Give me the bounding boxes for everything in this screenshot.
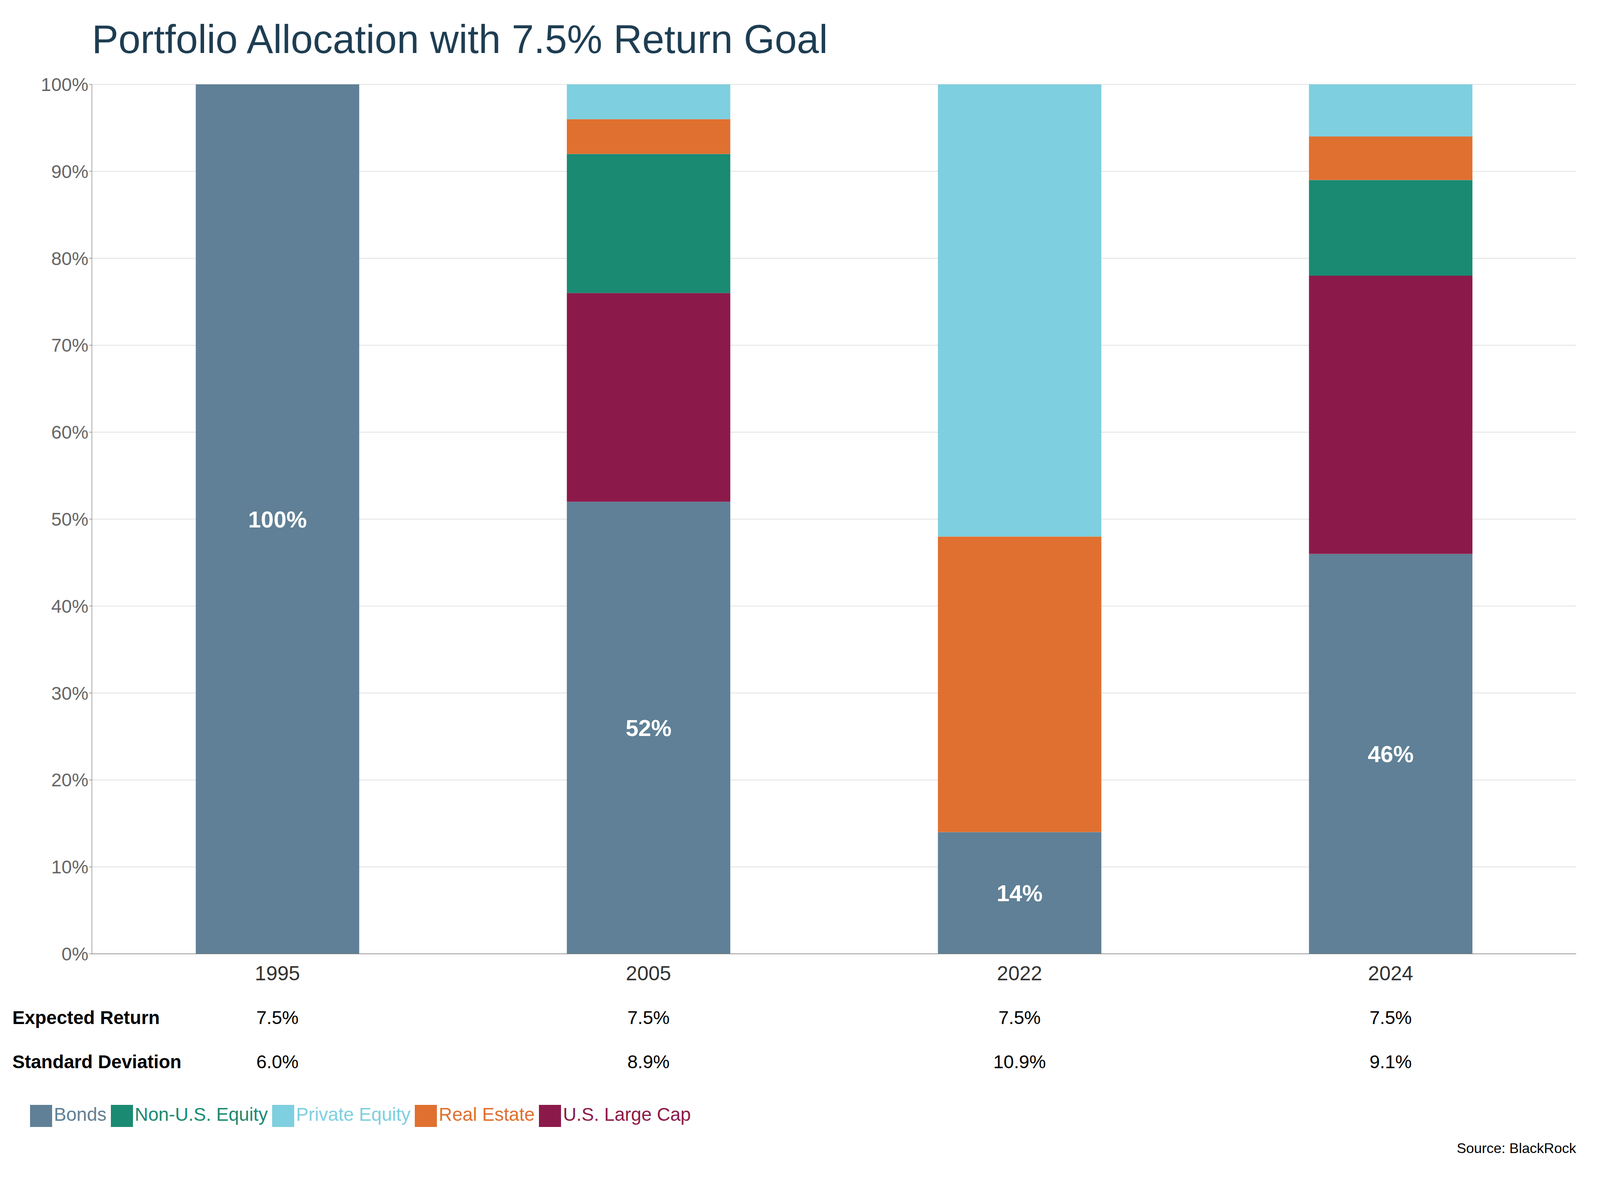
svg-text:40%: 40% xyxy=(51,595,89,617)
svg-text:9.1%: 9.1% xyxy=(1369,1051,1412,1073)
svg-text:Expected Return: Expected Return xyxy=(12,1007,160,1028)
html-text:Private Equity: Private Equity xyxy=(296,1103,411,1125)
html-text:Non-U.S. Equity: Non-U.S. Equity xyxy=(134,1103,268,1125)
svg-text:20%: 20% xyxy=(51,769,89,791)
svg-text:6.0%: 6.0% xyxy=(256,1051,299,1073)
svg-text:100%: 100% xyxy=(41,75,89,95)
svg-text:60%: 60% xyxy=(51,421,89,443)
svg-text:2022: 2022 xyxy=(997,961,1043,985)
html-text:Bonds: Bonds xyxy=(53,1103,107,1125)
html-text:Real Estate: Real Estate xyxy=(438,1103,535,1125)
svg-text:7.5%: 7.5% xyxy=(627,1007,670,1028)
svg-text:Standard Deviation: Standard Deviation xyxy=(12,1051,182,1073)
svg-text:7.5%: 7.5% xyxy=(998,1007,1041,1028)
svg-text:30%: 30% xyxy=(51,682,89,704)
html-text:Source: BlackRock: Source: BlackRock xyxy=(1456,1140,1577,1157)
svg-text:70%: 70% xyxy=(51,334,89,356)
svg-text:14%: 14% xyxy=(996,880,1043,907)
svg-text:50%: 50% xyxy=(51,508,89,530)
svg-text:2005: 2005 xyxy=(625,961,672,985)
svg-text:2024: 2024 xyxy=(1368,961,1414,985)
svg-text:52%: 52% xyxy=(625,715,672,741)
svg-text:7.5%: 7.5% xyxy=(1369,1007,1412,1028)
html-text:U.S. Large Cap: U.S. Large Cap xyxy=(563,1103,691,1125)
html-text:Portfolio Allocation with 7.5%: Portfolio Allocation with 7.5% Return Go… xyxy=(91,17,828,62)
svg-text:1995: 1995 xyxy=(254,961,300,985)
svg-text:80%: 80% xyxy=(51,248,89,270)
svg-text:8.9%: 8.9% xyxy=(627,1051,670,1073)
svg-text:90%: 90% xyxy=(51,161,89,182)
svg-text:10%: 10% xyxy=(51,856,89,878)
svg-text:7.5%: 7.5% xyxy=(256,1007,299,1028)
svg-text:46%: 46% xyxy=(1367,741,1414,767)
svg-text:0%: 0% xyxy=(61,943,89,965)
svg-text:10.9%: 10.9% xyxy=(993,1051,1046,1073)
svg-text:100%: 100% xyxy=(248,506,308,533)
